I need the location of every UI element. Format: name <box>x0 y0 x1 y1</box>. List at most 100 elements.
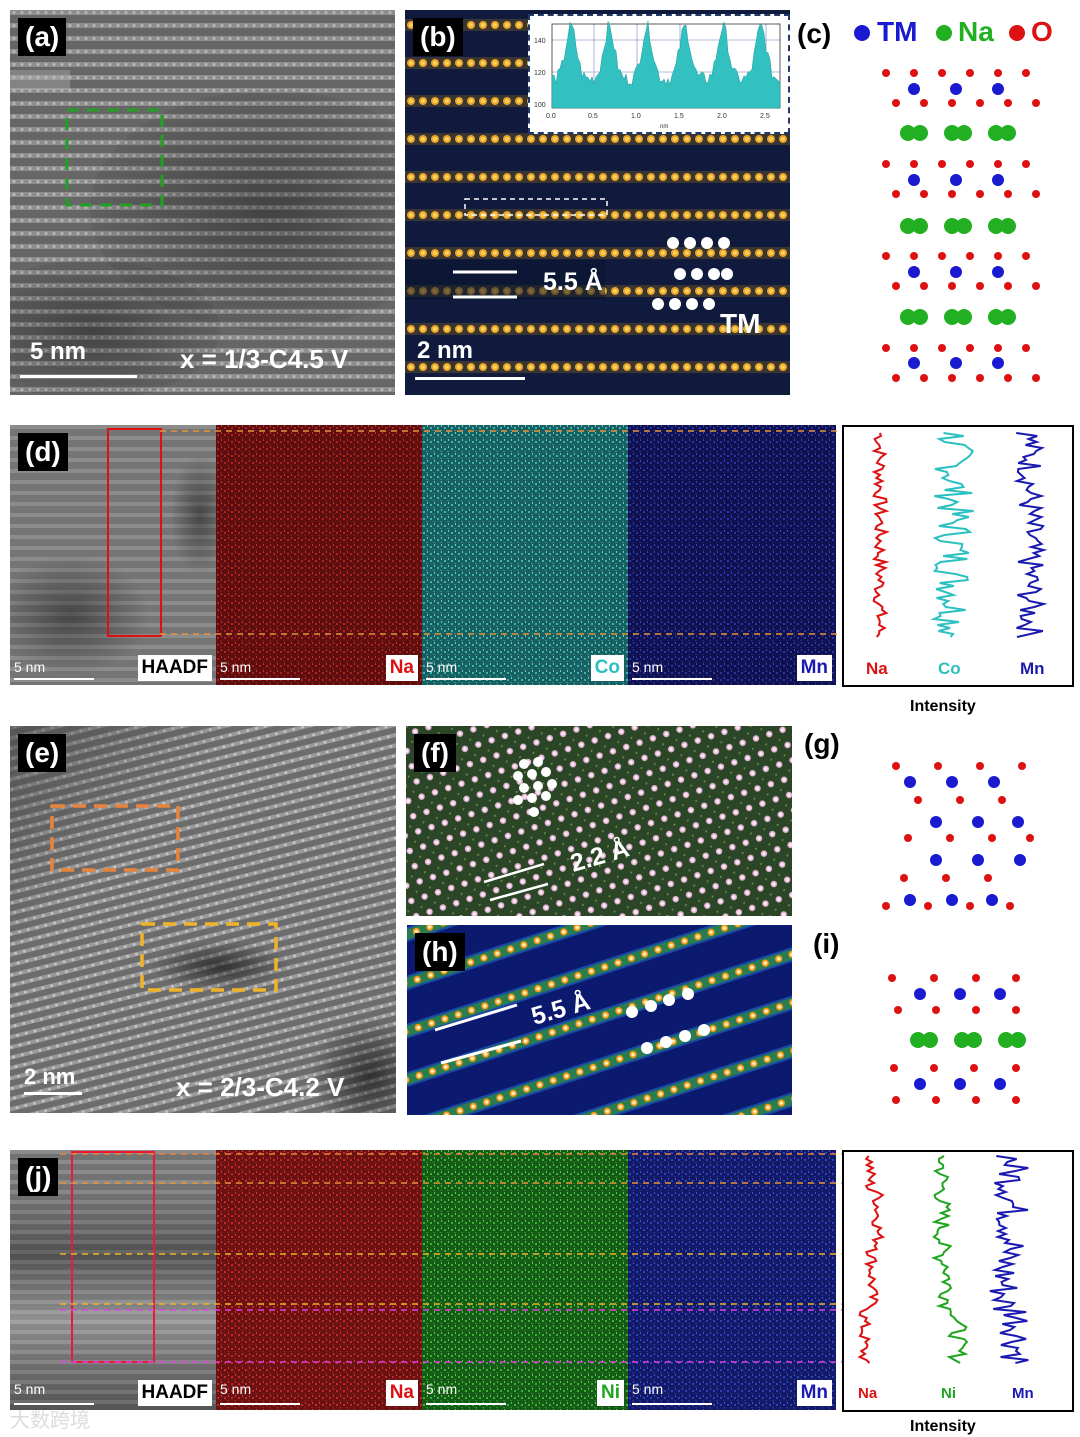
panel-b-inset-ytick: 120 <box>534 70 546 77</box>
mn-profile-line <box>1013 432 1048 638</box>
panel-b-inset-plot: 140 120 100 0.0 0.5 1.0 1.5 2.0 2.5 nm <box>534 20 781 130</box>
na-atom <box>988 218 1004 234</box>
panel-d-co-scale-bar <box>426 678 506 680</box>
panel-d-mn-scale-label: 5 nm <box>632 659 664 675</box>
tm-atom <box>904 894 916 906</box>
tm-atom <box>908 357 920 369</box>
oxygen-atom <box>932 1006 940 1014</box>
panel-b-image: 140 120 100 0.0 0.5 1.0 1.5 2.0 2.5 nm (… <box>405 10 790 395</box>
oxygen-atom <box>892 1096 900 1104</box>
panel-d-label: (d) <box>18 433 68 471</box>
oxygen-atom <box>882 902 890 910</box>
oxygen-atom <box>892 99 900 107</box>
panel-h-dots <box>626 988 710 1054</box>
oxygen-atom <box>882 160 890 168</box>
oxygen-atom <box>966 160 974 168</box>
tm-atom <box>946 894 958 906</box>
mn-profile-line <box>989 1155 1029 1364</box>
oxygen-atom <box>1018 762 1026 770</box>
panel-j-mn-scale-bar <box>632 1403 712 1405</box>
oxygen-atom <box>994 252 1002 260</box>
na-atom <box>1010 1032 1026 1048</box>
oxygen-atom <box>966 902 974 910</box>
na-atom <box>900 218 916 234</box>
oxygen-atom <box>1032 190 1040 198</box>
panel-b-inset-xtick: 0.5 <box>588 113 598 120</box>
oxygen-atom <box>1022 69 1030 77</box>
oxygen-atom <box>910 69 918 77</box>
panel-a-green-box <box>65 108 164 207</box>
panel-j-profiles <box>857 1155 1029 1364</box>
tm-atom <box>954 1078 966 1090</box>
oxygen-atom <box>1012 1006 1020 1014</box>
panel-j-ni-map: 5 nm Ni <box>422 1150 628 1410</box>
oxygen-atom <box>892 282 900 290</box>
oxygen-atom <box>920 190 928 198</box>
panel-d-co-map: 5 nm Co <box>422 425 628 685</box>
legend-na-dot <box>936 25 952 41</box>
oxygen-atom <box>1032 374 1040 382</box>
oxygen-atom <box>1004 190 1012 198</box>
oxygen-atom <box>976 374 984 382</box>
legend-o-label: O <box>1031 16 1053 47</box>
panel-j-ni-scale-label: 5 nm <box>426 1381 458 1397</box>
tm-atom <box>972 816 984 828</box>
tm-atom <box>992 266 1004 278</box>
panel-j-tag-ni: Ni <box>597 1380 624 1406</box>
panel-e-scale-bar <box>24 1092 82 1095</box>
panel-i-structure <box>888 974 1026 1104</box>
panel-j-guides <box>60 1153 1072 1363</box>
oxygen-atom <box>1022 252 1030 260</box>
oxygen-atom <box>976 282 984 290</box>
panel-a-image: (a) 5 nm x = 1/3-C4.5 V <box>10 10 395 395</box>
na-atom <box>912 218 928 234</box>
panel-e-image: (e) 2 nm x = 2/3-C4.2 V <box>10 726 396 1113</box>
oxygen-atom <box>1004 99 1012 107</box>
panel-b-inset: 140 120 100 0.0 0.5 1.0 1.5 2.0 2.5 nm <box>528 14 790 134</box>
na-atom <box>956 218 972 234</box>
tm-atom <box>988 776 1000 788</box>
panel-f-label: (f) <box>414 734 456 772</box>
tm-atom <box>992 174 1004 186</box>
tm-atom <box>930 816 942 828</box>
panel-a-lattice <box>10 10 395 395</box>
tm-atom <box>908 174 920 186</box>
oxygen-atom <box>882 252 890 260</box>
panel-d-tag-haadf: HAADF <box>137 655 212 681</box>
panel-j-label: (j) <box>18 1158 59 1196</box>
oxygen-atom <box>972 1096 980 1104</box>
oxygen-atom <box>1004 374 1012 382</box>
panel-h-label: (h) <box>415 933 465 971</box>
na-atom <box>944 125 960 141</box>
tm-atom <box>950 174 962 186</box>
panel-d-profile-box: Na Co Mn <box>842 425 1074 687</box>
tm-atom <box>914 1078 926 1090</box>
oxygen-atom <box>892 374 900 382</box>
oxygen-atom <box>1012 1064 1020 1072</box>
oxygen-atom <box>920 374 928 382</box>
tm-atom <box>986 894 998 906</box>
panel-f-dots <box>513 757 557 817</box>
tm-atom <box>994 988 1006 1000</box>
oxygen-atom <box>942 874 950 882</box>
panel-d-line-na: Na <box>866 659 888 678</box>
na-atom <box>1000 125 1016 141</box>
panel-d-line-co: Co <box>938 659 961 678</box>
oxygen-atom <box>1012 974 1020 982</box>
oxygen-atom <box>900 874 908 882</box>
panel-d-scale-bar <box>14 678 94 680</box>
panel-b-scale-label: 2 nm <box>417 337 474 364</box>
oxygen-atom <box>946 834 954 842</box>
oxygen-atom <box>994 69 1002 77</box>
panel-j-tag-mn: Mn <box>796 1380 832 1406</box>
na-atom <box>912 309 928 325</box>
panel-j-haadf: (j) 5 nm HAADF <box>10 1150 216 1410</box>
tm-atom <box>972 854 984 866</box>
panel-b-inset-xunit: nm <box>660 124 668 130</box>
oxygen-atom <box>948 99 956 107</box>
oxygen-atom <box>1032 99 1040 107</box>
oxygen-atom <box>984 874 992 882</box>
oxygen-atom <box>910 160 918 168</box>
oxygen-atom <box>934 762 942 770</box>
panel-j-na-scale-bar <box>220 1403 300 1405</box>
